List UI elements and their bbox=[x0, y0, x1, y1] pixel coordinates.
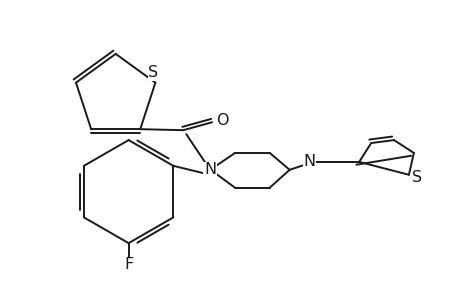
Text: F: F bbox=[124, 257, 133, 272]
Text: S: S bbox=[148, 65, 158, 80]
Text: N: N bbox=[204, 162, 216, 177]
Text: O: O bbox=[215, 113, 228, 128]
Text: N: N bbox=[303, 154, 315, 169]
Text: S: S bbox=[411, 170, 421, 185]
